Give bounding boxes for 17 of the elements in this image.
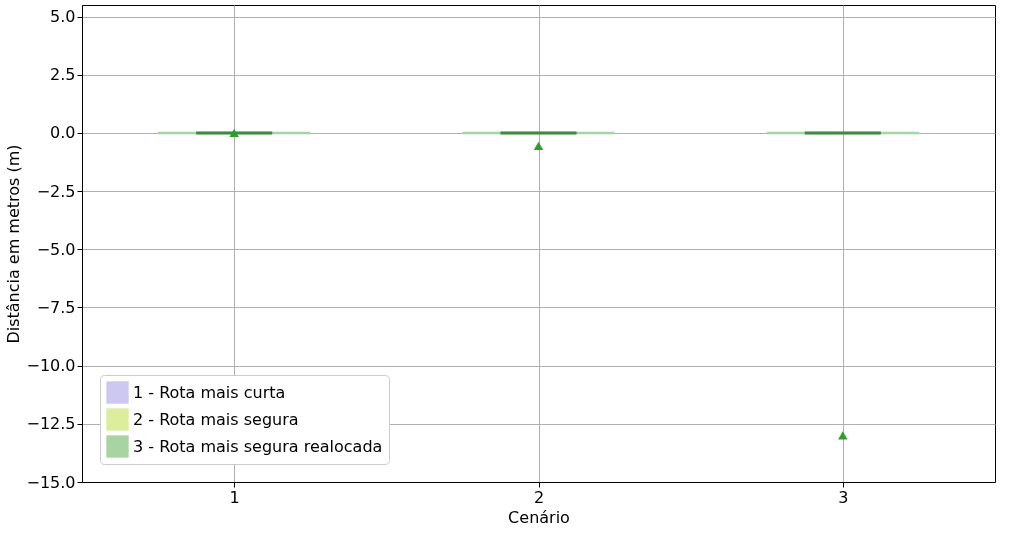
y-tick-label: −5.0 bbox=[36, 239, 76, 259]
y-axis-title: Distância em metros (m) bbox=[4, 144, 24, 344]
y-tick-label: 0.0 bbox=[50, 123, 76, 143]
x-tick-label: 2 bbox=[533, 487, 545, 507]
x-tick-label: 3 bbox=[838, 487, 849, 507]
x-tick-label: 1 bbox=[229, 487, 240, 507]
legend-label: 1 - Rota mais curta bbox=[133, 382, 286, 402]
y-tick-label: −10.0 bbox=[26, 356, 76, 376]
y-tick-label: 2.5 bbox=[50, 65, 76, 85]
y-tick-label: −7.5 bbox=[36, 297, 76, 317]
y-tick-label: 5.0 bbox=[50, 7, 76, 27]
legend-label: 2 - Rota mais segura bbox=[133, 409, 299, 429]
y-tick-label: −12.5 bbox=[26, 414, 76, 434]
y-tick-label: −15.0 bbox=[26, 472, 76, 492]
x-axis-title: Cenário bbox=[508, 507, 570, 527]
legend-label: 3 - Rota mais segura realocada bbox=[133, 436, 383, 456]
y-tick-label: −2.5 bbox=[36, 181, 76, 201]
